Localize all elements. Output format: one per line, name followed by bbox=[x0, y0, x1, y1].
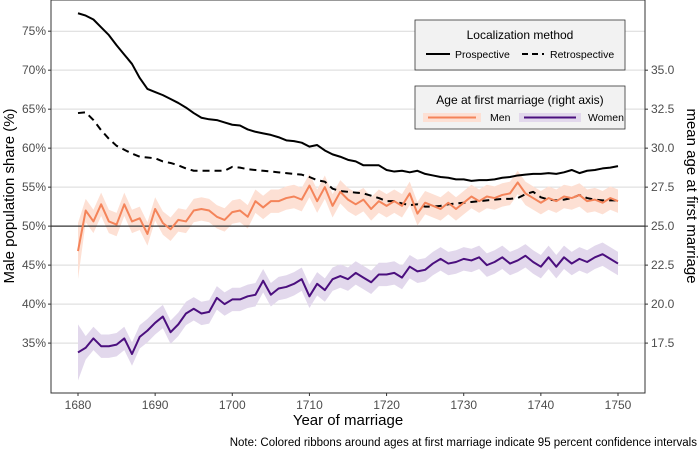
series-line-retrospective bbox=[77, 111, 618, 208]
y-tick-label: 35% bbox=[22, 336, 46, 350]
x-tick-label: 1730 bbox=[450, 398, 477, 412]
legend-box bbox=[414, 19, 626, 71]
y-right-tick-label: 32.5 bbox=[651, 102, 675, 116]
y-tick-label: 60% bbox=[22, 141, 46, 155]
series-line-women bbox=[77, 253, 619, 356]
y-axis-left: 35% 40% 45% 50% 55% 60% 65% 70% 75% bbox=[22, 24, 51, 350]
series-line-men bbox=[77, 181, 619, 252]
legend-title: Age at first marriage (right axis) bbox=[436, 93, 603, 107]
series-line-prospective bbox=[77, 12, 619, 182]
y-right-tick-label: 27.5 bbox=[651, 180, 675, 194]
legend-label-men: Men bbox=[490, 112, 511, 124]
ribbon-women bbox=[78, 242, 618, 381]
y-axis-right: 17.5 20.0 22.5 25.0 27.5 30.0 32.5 35.0 bbox=[645, 63, 675, 350]
y-tick-label: 70% bbox=[22, 63, 46, 77]
y-right-tick-label: 25.0 bbox=[651, 219, 675, 233]
y-right-tick-label: 20.0 bbox=[651, 297, 675, 311]
x-tick-label: 1750 bbox=[605, 398, 632, 412]
x-axis: 1680 1690 1700 1710 1720 1730 1740 1750 bbox=[65, 393, 632, 412]
legend-label-prospective: Prospective bbox=[455, 49, 510, 61]
x-tick-label: 1720 bbox=[373, 398, 400, 412]
x-tick-label: 1700 bbox=[219, 398, 246, 412]
y-tick-label: 45% bbox=[22, 258, 46, 272]
series-lines bbox=[77, 12, 619, 356]
y-right-tick-label: 17.5 bbox=[651, 336, 675, 350]
y-tick-label: 50% bbox=[22, 219, 46, 233]
y-right-tick-label: 30.0 bbox=[651, 141, 675, 155]
chart-note: Note: Colored ribbons around ages at fir… bbox=[230, 437, 698, 449]
x-tick-label: 1740 bbox=[528, 398, 555, 412]
y-right-tick-label: 35.0 bbox=[651, 63, 675, 77]
y-tick-label: 65% bbox=[22, 102, 46, 116]
y-tick-label: 75% bbox=[22, 24, 46, 38]
x-tick-label: 1680 bbox=[65, 398, 92, 412]
legend-title: Localization method bbox=[467, 28, 574, 42]
y-tick-label: 40% bbox=[22, 297, 46, 311]
y-axis-right-title: mean age at first marriage bbox=[683, 108, 700, 283]
legend-label-retrospective: Retrospective bbox=[550, 49, 614, 61]
x-tick-label: 1710 bbox=[296, 398, 323, 412]
legend-localization-method: Localization method Prospective Retrospe… bbox=[414, 19, 626, 71]
y-tick-label: 55% bbox=[22, 180, 46, 194]
x-axis-title: Year of marriage bbox=[293, 412, 403, 429]
plot-panel-border bbox=[50, 0, 646, 394]
legend-age-at-first-marriage: Age at first marriage (right axis) Men W… bbox=[414, 85, 626, 130]
y-right-tick-label: 22.5 bbox=[651, 258, 675, 272]
y-axis-left-title: Male population share (%) bbox=[1, 108, 18, 283]
x-tick-label: 1690 bbox=[142, 398, 169, 412]
legend-label-women: Women bbox=[588, 112, 624, 124]
